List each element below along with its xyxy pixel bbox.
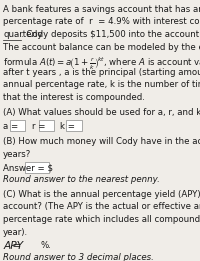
FancyBboxPatch shape [15,240,39,251]
Text: quarterly: quarterly [3,30,43,39]
Text: percentage rate of  r  = 4.9% with interest compounded: percentage rate of r = 4.9% with interes… [3,17,200,26]
Text: years?: years? [3,150,31,159]
Text: (B) How much money will Cody have in the account in 7: (B) How much money will Cody have in the… [3,137,200,146]
Text: that the interest is compounded.: that the interest is compounded. [3,93,145,102]
Text: A bank features a savings account that has an annual: A bank features a savings account that h… [3,5,200,14]
Text: k =: k = [60,122,75,130]
FancyBboxPatch shape [25,162,49,173]
Text: annual percentage rate, k is the number of times each year: annual percentage rate, k is the number … [3,80,200,90]
Text: after t years , a is the principal (starting amount), r is the: after t years , a is the principal (star… [3,68,200,77]
Text: APY: APY [3,241,23,251]
Text: r =: r = [32,122,46,130]
Text: (C) What is the annual percentage yield (APY) for the savings: (C) What is the annual percentage yield … [3,190,200,199]
Text: (A) What values should be used for a, r, and k?: (A) What values should be used for a, r,… [3,108,200,117]
FancyBboxPatch shape [10,120,25,131]
Text: Round answer to the nearest penny.: Round answer to the nearest penny. [3,175,160,184]
Text: Answer = $: Answer = $ [3,163,53,172]
Text: The account balance can be modeled by the exponential: The account balance can be modeled by th… [3,43,200,52]
Text: =: = [9,241,22,251]
Text: percentage rate which includes all compounding in the: percentage rate which includes all compo… [3,215,200,224]
FancyBboxPatch shape [39,120,54,131]
FancyBboxPatch shape [66,120,82,131]
Text: a =: a = [3,122,18,130]
Text: account? (The APY is the actual or effective annual: account? (The APY is the actual or effec… [3,202,200,211]
Text: %.: %. [40,241,51,251]
Text: . Cody deposits $11,500 into the account.: . Cody deposits $11,500 into the account… [21,30,200,39]
Text: Round answer to 3 decimal places.: Round answer to 3 decimal places. [3,253,154,261]
Text: year).: year). [3,228,28,236]
Text: formula $A(t) = a\!\left(1 + \frac{r}{k}\right)^{\!kt}$, where $A$ is account va: formula $A(t) = a\!\left(1 + \frac{r}{k}… [3,55,200,72]
